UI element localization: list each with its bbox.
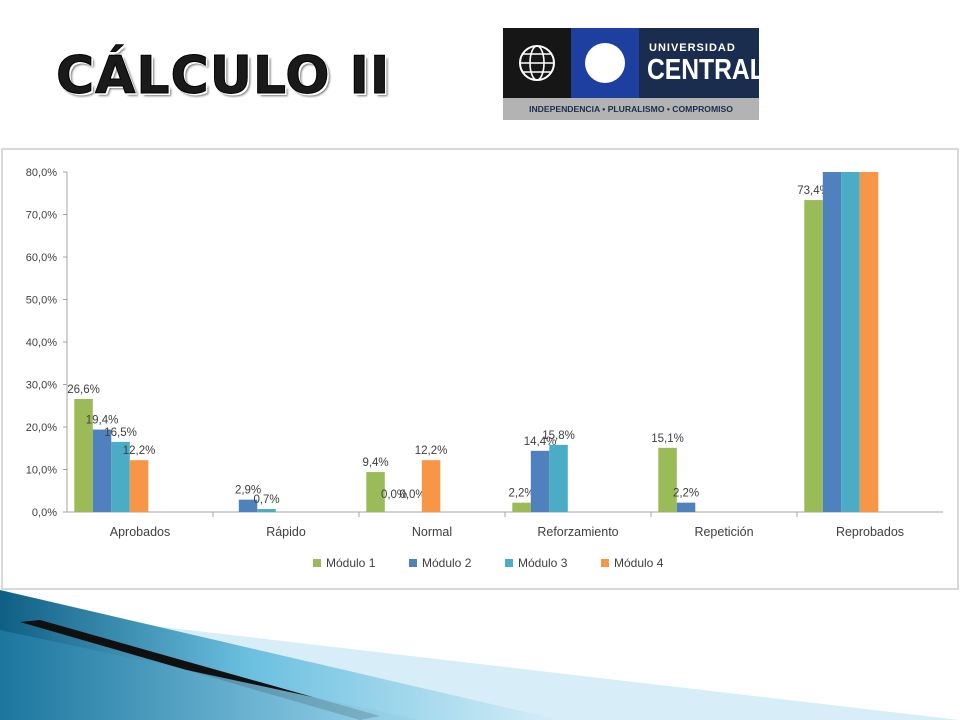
bar [129, 460, 149, 512]
y-tick-label: 20,0% [26, 422, 57, 434]
y-tick-label: 10,0% [26, 465, 57, 477]
data-label: 15,1% [651, 433, 684, 445]
data-label: 15,8% [542, 430, 575, 442]
bar [804, 200, 823, 513]
x-tick-label: Rápido [266, 525, 306, 539]
data-label: 0,0% [381, 489, 407, 501]
globe-icon [519, 45, 555, 81]
data-label: 19,4% [86, 415, 119, 427]
x-tick-label: Normal [412, 525, 452, 539]
ribbon-mid-band [0, 630, 420, 720]
legend-swatch [409, 559, 417, 567]
bar [676, 502, 696, 512]
y-tick-label: 40,0% [26, 337, 57, 349]
y-tick-label: 50,0% [26, 295, 57, 307]
data-label: 9,4% [362, 457, 388, 469]
data-label: 73,4% [797, 185, 830, 197]
slide-title: CÁLCULO II [55, 46, 391, 107]
logo-circle-icon [585, 43, 625, 83]
y-tick-label: 60,0% [26, 252, 57, 264]
data-label: 16,5% [104, 427, 137, 439]
data-label: 2,9% [235, 485, 261, 497]
chart-frame: 0,0% 10,0% 20,0% 30,0% 40,0% 50,0% 60,0% 70,0% 8… [1, 148, 959, 590]
data-label: 26,6% [67, 384, 100, 396]
data-label: 12,2% [415, 445, 448, 457]
data-label: 0,0% [399, 489, 425, 501]
decorative-ribbon [0, 590, 960, 720]
bar [111, 441, 130, 512]
x-tick-label: Reforzamiento [537, 525, 618, 539]
logo-globe-box [503, 28, 571, 98]
legend-swatch [313, 559, 321, 567]
logo-line1: UNIVERSIDAD [649, 42, 736, 54]
data-label: 0,7% [253, 494, 279, 506]
data-label: 2,2% [673, 488, 699, 500]
logo-circle-box [571, 28, 639, 98]
bar [257, 509, 276, 512]
data-label: 2,2% [508, 488, 534, 500]
legend-label: Módulo 4 [614, 556, 664, 570]
bar [549, 444, 568, 512]
bar [530, 450, 550, 512]
legend-label: Módulo 2 [422, 556, 472, 570]
y-tick-label: 80,0% [26, 167, 57, 179]
logo-line2: CENTRAL [647, 54, 765, 86]
bar [822, 172, 842, 512]
bar [658, 447, 677, 512]
x-tick-label: Aprobados [110, 525, 170, 539]
x-tick-label: Reprobados [836, 525, 904, 539]
data-label: 14,4% [524, 436, 557, 448]
bar [74, 398, 93, 512]
legend-swatch [505, 559, 513, 567]
bar [238, 499, 258, 512]
bar [92, 429, 112, 512]
legend-label: Módulo 3 [518, 556, 568, 570]
legend-label: Módulo 1 [326, 556, 376, 570]
bar-chart: 0,0% 10,0% 20,0% 30,0% 40,0% 50,0% 60,0% 70,0% 8… [26, 167, 943, 570]
data-label: 12,2% [123, 445, 156, 457]
y-tick-label: 70,0% [26, 210, 57, 222]
bar [366, 472, 385, 512]
y-tick-label: 30,0% [26, 380, 57, 392]
bar [841, 172, 860, 512]
bar [512, 502, 531, 512]
bar [421, 460, 441, 512]
bar [859, 172, 879, 512]
y-tick-label: 0,0% [32, 507, 57, 519]
x-tick-label: Repetición [694, 525, 753, 539]
university-logo: UNIVERSIDAD CENTRAL INDEPENDENCIA • PLUR… [503, 28, 765, 120]
legend-swatch [601, 559, 609, 567]
logo-motto: INDEPENDENCIA • PLURALISMO • COMPROMISO [503, 98, 759, 120]
